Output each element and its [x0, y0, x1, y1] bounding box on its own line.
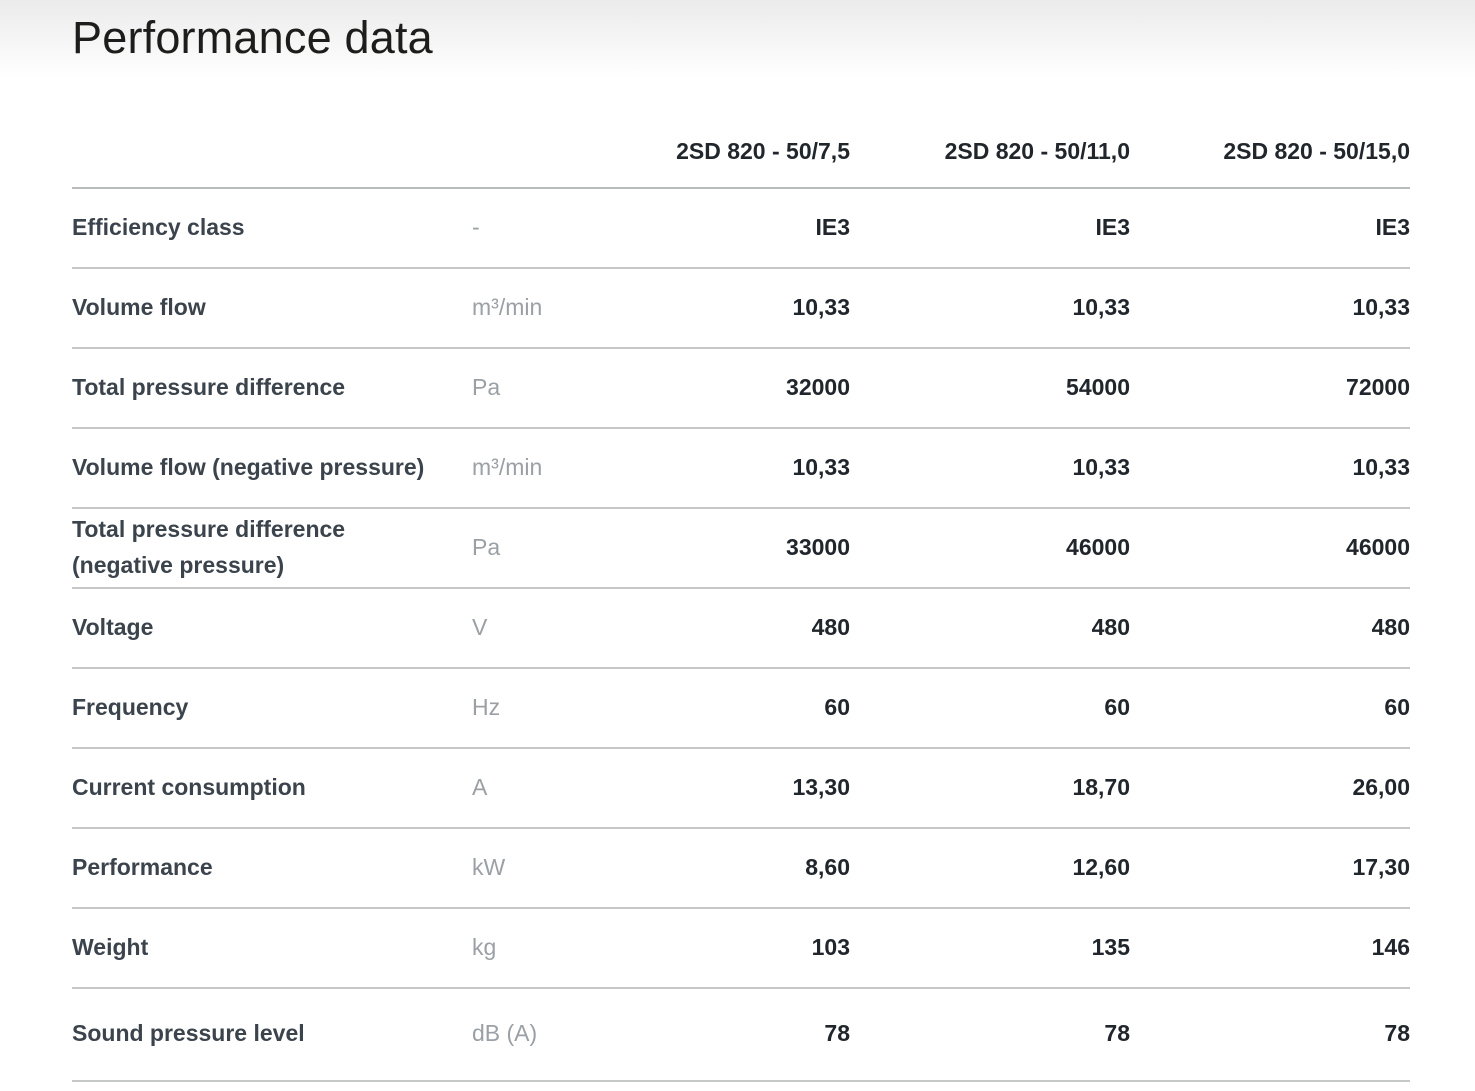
row-unit: -	[472, 187, 647, 269]
row-value: 10,33	[850, 427, 1130, 509]
row-value: 60	[850, 667, 1130, 749]
row-value: 146	[1130, 907, 1410, 989]
row-value: 46000	[850, 507, 1130, 589]
row-unit: V	[472, 587, 647, 669]
row-value: 10,33	[1130, 267, 1410, 349]
row-value: 480	[850, 587, 1130, 669]
header-spacer-unit	[472, 63, 647, 189]
row-label: Weight	[72, 907, 472, 989]
row-value: 103	[647, 907, 850, 989]
table-header-row: 2SD 820 - 50/7,5 2SD 820 - 50/11,0 2SD 8…	[72, 63, 1410, 189]
row-value: IE3	[647, 187, 850, 269]
row-unit: m³/min	[472, 427, 647, 509]
row-label: Current consumption	[72, 747, 472, 829]
table-row-efficiency-class: Efficiency class - IE3 IE3 IE3	[72, 187, 1410, 269]
row-value: 60	[647, 667, 850, 749]
row-value: 17,30	[1130, 827, 1410, 909]
row-label: Performance	[72, 827, 472, 909]
table-row-voltage: Voltage V 480 480 480	[72, 587, 1410, 669]
row-value: IE3	[1130, 187, 1410, 269]
row-value: 10,33	[647, 427, 850, 509]
row-unit: A	[472, 747, 647, 829]
row-value: 46000	[1130, 507, 1410, 589]
row-value: 10,33	[1130, 427, 1410, 509]
row-value: 26,00	[1130, 747, 1410, 829]
table-row-performance: Performance kW 8,60 12,60 17,30	[72, 827, 1410, 909]
row-value: 60	[1130, 667, 1410, 749]
row-unit: Pa	[472, 347, 647, 429]
row-value: 78	[850, 987, 1130, 1082]
row-value: 480	[1130, 587, 1410, 669]
row-label: Voltage	[72, 587, 472, 669]
row-unit: dB (A)	[472, 987, 647, 1082]
table-row-total-pressure-difference: Total pressure difference Pa 32000 54000…	[72, 347, 1410, 429]
row-value: 8,60	[647, 827, 850, 909]
row-label: Volume flow (negative pressure)	[72, 427, 472, 509]
row-unit: Hz	[472, 667, 647, 749]
row-value: 10,33	[850, 267, 1130, 349]
row-unit: kW	[472, 827, 647, 909]
row-label: Sound pressure level	[72, 987, 472, 1082]
row-unit: m³/min	[472, 267, 647, 349]
row-value: 12,60	[850, 827, 1130, 909]
header-spacer-label	[72, 63, 472, 189]
table-row-volume-flow-negative-pressure: Volume flow (negative pressure) m³/min 1…	[72, 427, 1410, 509]
column-header-model-1: 2SD 820 - 50/7,5	[647, 63, 850, 189]
row-value: 78	[647, 987, 850, 1082]
row-value: 78	[1130, 987, 1410, 1082]
table-row-sound-pressure-level: Sound pressure level dB (A) 78 78 78	[72, 987, 1410, 1082]
row-value: 72000	[1130, 347, 1410, 429]
row-label: Total pressure difference (negative pres…	[72, 507, 472, 589]
column-header-model-3: 2SD 820 - 50/15,0	[1130, 63, 1410, 189]
table-row-frequency: Frequency Hz 60 60 60	[72, 667, 1410, 749]
column-header-model-2: 2SD 820 - 50/11,0	[850, 63, 1130, 189]
table-row-total-pressure-difference-negative-pressure: Total pressure difference (negative pres…	[72, 507, 1410, 589]
page-title: Performance data	[72, 12, 433, 63]
row-label: Frequency	[72, 667, 472, 749]
table-row-weight: Weight kg 103 135 146	[72, 907, 1410, 989]
performance-table: 2SD 820 - 50/7,5 2SD 820 - 50/11,0 2SD 8…	[72, 63, 1410, 1082]
table-row-current-consumption: Current consumption A 13,30 18,70 26,00	[72, 747, 1410, 829]
row-value: 135	[850, 907, 1130, 989]
row-value: 10,33	[647, 267, 850, 349]
row-label: Volume flow	[72, 267, 472, 349]
table-row-volume-flow: Volume flow m³/min 10,33 10,33 10,33	[72, 267, 1410, 349]
row-value: 32000	[647, 347, 850, 429]
row-value: 18,70	[850, 747, 1130, 829]
row-value: 54000	[850, 347, 1130, 429]
row-label: Efficiency class	[72, 187, 472, 269]
row-value: 33000	[647, 507, 850, 589]
row-unit: kg	[472, 907, 647, 989]
row-unit: Pa	[472, 507, 647, 589]
row-value: 13,30	[647, 747, 850, 829]
row-value: 480	[647, 587, 850, 669]
row-value: IE3	[850, 187, 1130, 269]
row-label: Total pressure difference	[72, 347, 472, 429]
